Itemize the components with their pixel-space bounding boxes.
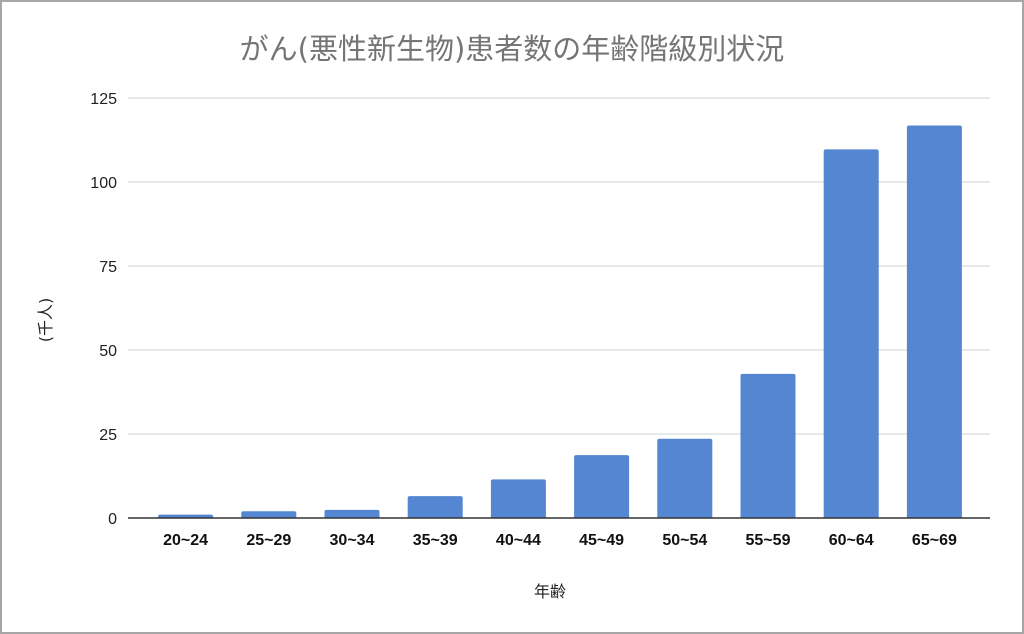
x-tick-label: 35~39 [413,532,458,549]
bar-50~54 [657,438,713,518]
bar-55~59 [740,373,796,518]
x-tick-label: 60~64 [829,532,874,549]
x-tick-label: 50~54 [662,532,707,549]
x-axis-ticks: 20~24 25~29 30~34 35~39 40~44 45~49 50~54 55~59… [163,532,957,549]
bars [158,125,962,518]
y-tick-label: 125 [90,91,117,108]
bar-60~64 [823,149,879,518]
x-tick-label: 45~49 [579,532,624,549]
x-tick-label: 65~69 [912,532,957,549]
y-axis-ticks: 0 25 50 75 100 125 [90,91,117,528]
y-tick-label: 50 [99,343,117,360]
chart-title: がん(悪性新生物)患者数の年齢階級別状況 [239,32,785,66]
y-tick-label: 0 [108,511,117,528]
bar-45~49 [574,455,630,518]
y-tick-label: 25 [99,427,117,444]
x-tick-label: 25~29 [246,532,291,549]
x-axis-label: 年齢 [533,582,566,601]
x-tick-label: 20~24 [163,532,208,549]
y-tick-label: 100 [90,175,117,192]
x-tick-label: 55~59 [746,532,791,549]
bar-30~34 [324,509,380,518]
x-tick-label: 30~34 [330,532,375,549]
bar-65~69 [906,125,962,518]
y-tick-label: 75 [99,259,117,276]
bar-25~29 [241,511,297,518]
x-tick-label: 40~44 [496,532,541,549]
bar-20~24 [158,514,214,518]
bar-40~44 [490,479,546,518]
bar-35~39 [407,496,463,518]
